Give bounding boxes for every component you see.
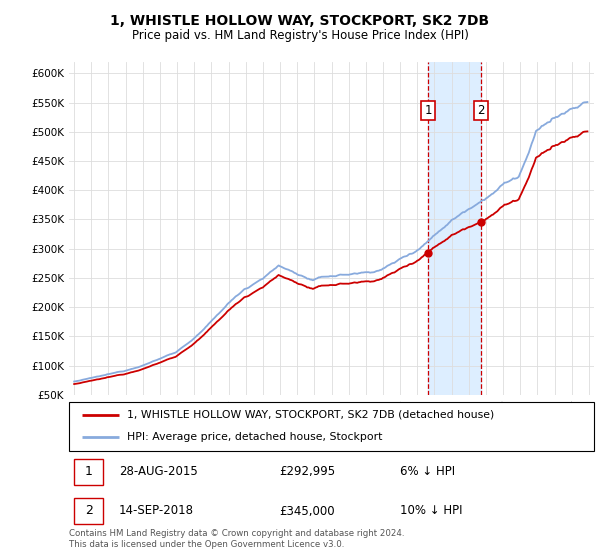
Text: 1: 1 (85, 465, 92, 478)
Text: 2: 2 (478, 104, 485, 117)
Text: Contains HM Land Registry data © Crown copyright and database right 2024.
This d: Contains HM Land Registry data © Crown c… (69, 529, 404, 549)
FancyBboxPatch shape (74, 498, 103, 524)
Text: 10% ↓ HPI: 10% ↓ HPI (400, 505, 462, 517)
Text: 1: 1 (425, 104, 432, 117)
FancyBboxPatch shape (74, 459, 103, 485)
Text: 2: 2 (85, 505, 92, 517)
Text: 6% ↓ HPI: 6% ↓ HPI (400, 465, 455, 478)
Text: Price paid vs. HM Land Registry's House Price Index (HPI): Price paid vs. HM Land Registry's House … (131, 29, 469, 42)
Text: HPI: Average price, detached house, Stockport: HPI: Average price, detached house, Stoc… (127, 432, 382, 442)
Text: 14-SEP-2018: 14-SEP-2018 (119, 505, 194, 517)
FancyBboxPatch shape (69, 402, 594, 451)
Text: £345,000: £345,000 (279, 505, 335, 517)
Text: 28-AUG-2015: 28-AUG-2015 (119, 465, 197, 478)
Bar (428, 62, 481, 395)
Text: 1, WHISTLE HOLLOW WAY, STOCKPORT, SK2 7DB (detached house): 1, WHISTLE HOLLOW WAY, STOCKPORT, SK2 7D… (127, 410, 494, 420)
Text: £292,995: £292,995 (279, 465, 335, 478)
Text: 1, WHISTLE HOLLOW WAY, STOCKPORT, SK2 7DB: 1, WHISTLE HOLLOW WAY, STOCKPORT, SK2 7D… (110, 14, 490, 28)
